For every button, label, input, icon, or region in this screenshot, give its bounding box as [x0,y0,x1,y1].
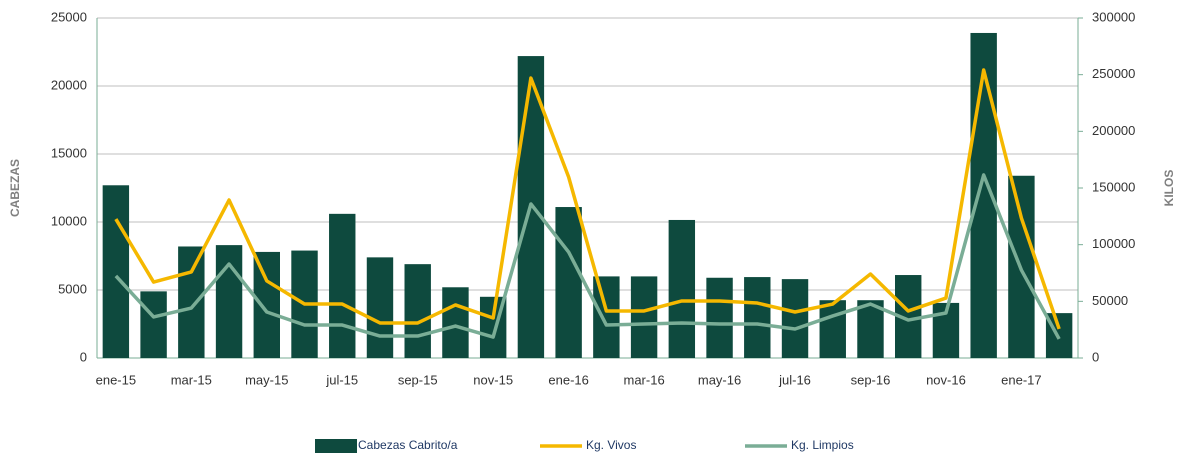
x-tick-label: nov-16 [926,372,966,387]
y-axis-title: CABEZAS [8,159,22,217]
x-tick-label: mar-15 [171,372,212,387]
x-tick-label: sep-15 [398,372,438,387]
y-tick-label: 5000 [58,281,87,296]
bar [668,219,696,358]
x-tick-label: jul-15 [325,372,358,387]
bar [781,279,809,358]
bar [253,251,280,358]
y2-tick-label: 100000 [1092,236,1135,251]
bar [555,207,582,358]
x-tick-label: nov-15 [473,372,513,387]
x-tick-label: ene-15 [96,372,136,387]
y2-tick-label: 50000 [1092,293,1128,308]
y-tick-label: 10000 [51,213,87,228]
y-tick-label: 25000 [51,9,87,24]
x-tick-label: ene-16 [548,372,588,387]
bar [706,277,733,358]
legend-label: Cabezas Cabrito/a [358,438,458,452]
bar [102,185,130,358]
bar [857,300,884,358]
y-tick-label: 0 [80,349,87,364]
x-tick-label: mar-16 [624,372,665,387]
bar [819,300,846,358]
y2-tick-label: 150000 [1092,179,1135,194]
legend-label: Kg. Vivos [586,438,636,452]
bar [366,257,394,358]
y-tick-label: 20000 [51,77,87,92]
x-tick-label: ene-17 [1001,372,1041,387]
x-tick-label: sep-16 [851,372,891,387]
y2-tick-label: 0 [1092,349,1099,364]
bar [215,245,243,358]
bar [178,246,205,358]
legend-label: Kg. Limpios [791,438,854,452]
y2-axis-title: KILOS [1162,170,1176,207]
y-tick-label: 15000 [51,145,87,160]
y2-tick-label: 200000 [1092,123,1135,138]
y2-tick-label: 300000 [1092,9,1135,24]
legend-swatch [315,439,357,453]
x-tick-label: may-15 [245,372,288,387]
x-tick-label: jul-16 [778,372,811,387]
bar [140,291,167,358]
bar [442,287,469,358]
x-tick-label: may-16 [698,372,741,387]
line [114,173,1061,340]
line [114,68,1061,330]
bar [593,276,620,358]
bar [630,276,658,358]
bar [744,277,771,358]
bar [329,213,356,358]
y2-tick-label: 250000 [1092,66,1135,81]
bar [404,264,431,358]
